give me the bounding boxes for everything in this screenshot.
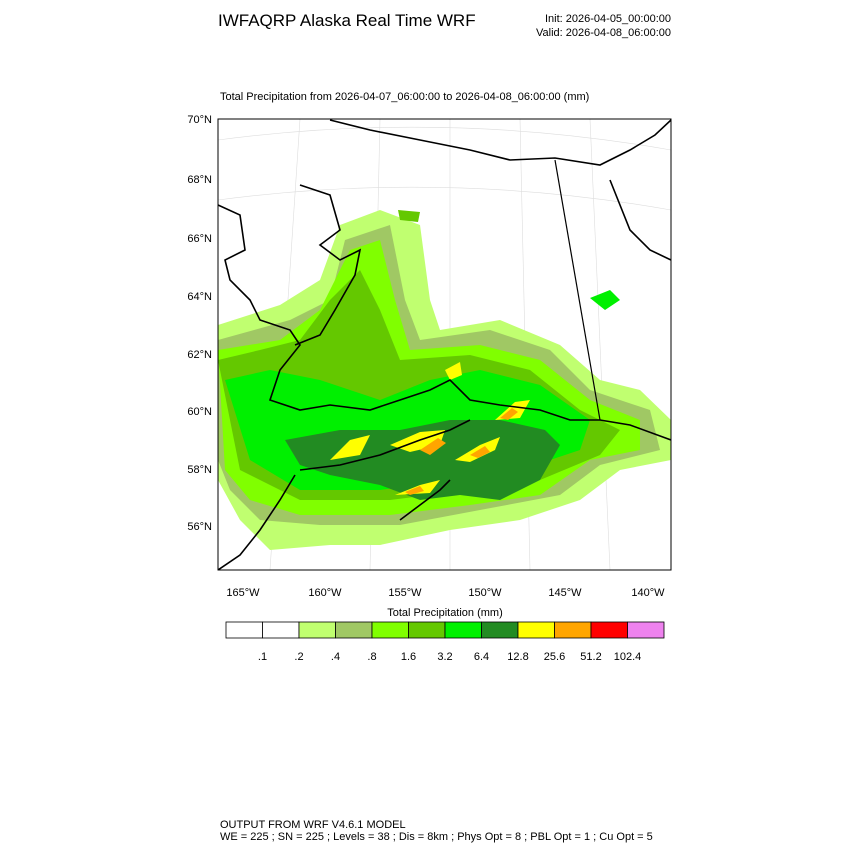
footer-line: OUTPUT FROM WRF V4.6.1 MODEL [220,819,406,831]
lon-label: 150°W [468,587,502,599]
subtitle: Total Precipitation from 2026-04-07_06:0… [220,91,589,103]
lat-label: 66°N [187,233,212,245]
colorbar-box [298,621,336,639]
colorbar-box [371,621,409,639]
colorbar-title: Total Precipitation (mm) [387,607,503,619]
lon-label: 165°W [226,587,260,599]
lat-label: 64°N [187,291,212,303]
colorbar-label: .2 [294,651,303,663]
colorbar-box [262,621,300,639]
colorbar-label: 3.2 [437,651,452,663]
colorbar-box [590,621,628,639]
colorbar-label: 25.6 [544,651,565,663]
coastlines [218,119,671,570]
map-frame [217,118,672,571]
colorbar-box [627,621,665,639]
colorbar-box [444,621,482,639]
colorbar-box [554,621,592,639]
colorbar-label: .4 [331,651,340,663]
colorbar-label: .8 [367,651,376,663]
lon-label: 160°W [308,587,342,599]
lat-labels: 70°N 68°N 66°N 64°N 62°N 60°N 58°N 56°N [187,114,212,533]
colorbar-box [225,621,263,639]
colorbar-label: 6.4 [474,651,489,663]
colorbar-label: 51.2 [580,651,601,663]
title: IWFAQRP Alaska Real Time WRF [218,11,476,30]
colorbar-label: 1.6 [401,651,416,663]
lat-label: 60°N [187,406,212,418]
colorbar-box [517,621,555,639]
lat-label: 68°N [187,174,212,186]
init-time: Init: 2026-04-05_00:00:00 [545,13,671,25]
lat-label: 70°N [187,114,212,126]
colorbar-label: .1 [258,651,267,663]
precipitation [218,210,671,550]
lon-labels: 165°W 160°W 155°W 150°W 145°W 140°W [226,587,665,599]
map-area [218,119,671,570]
colorbar-box [408,621,446,639]
colorbar-label: 12.8 [507,651,528,663]
colorbar-box [481,621,519,639]
lat-label: 56°N [187,521,212,533]
colorbar: .1 .2 .4 .8 1.6 3.2 6.4 12.8 25.6 51.2 102.4 [225,621,665,663]
colorbar-label: 102.4 [614,651,642,663]
lat-label: 58°N [187,464,212,476]
colorbar-box [335,621,373,639]
footer-line: WE = 225 ; SN = 225 ; Levels = 38 ; Dis … [220,831,653,843]
lon-label: 140°W [631,587,665,599]
lon-label: 155°W [388,587,422,599]
lat-label: 62°N [187,349,212,361]
valid-time: Valid: 2026-04-08_06:00:00 [536,27,671,39]
lon-label: 145°W [548,587,582,599]
